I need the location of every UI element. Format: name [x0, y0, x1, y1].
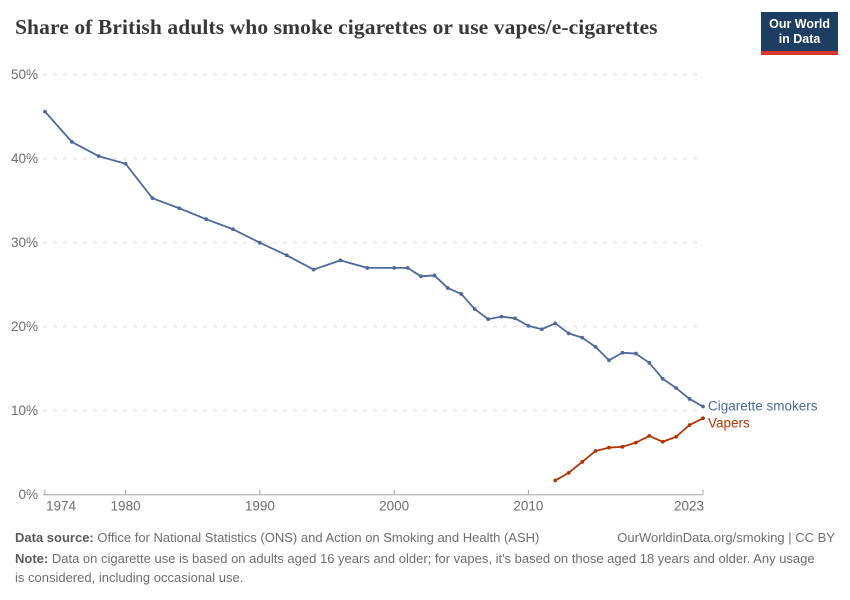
- series-point: [633, 440, 638, 445]
- y-axis-tick-label: 0%: [18, 487, 38, 502]
- series-point: [674, 386, 679, 390]
- series-point: [257, 240, 262, 245]
- footnote-label: Note:: [15, 551, 49, 566]
- series-point: [150, 196, 155, 201]
- series-point: [620, 350, 625, 355]
- series-point: [204, 217, 209, 222]
- y-axis-tick-label: 30%: [11, 235, 38, 250]
- x-axis-tick-label: 1980: [111, 499, 141, 514]
- x-axis-tick-label: 2000: [379, 499, 409, 514]
- series-point: [553, 478, 558, 483]
- series-point: [177, 206, 182, 211]
- series-point: [338, 258, 343, 263]
- series-point: [69, 140, 74, 144]
- line-chart: 0% 10% 20% 30% 40% 50% 1974 1980 1990 2000 2010 202…: [11, 67, 818, 514]
- series-point: [674, 434, 679, 439]
- series-point: [284, 253, 289, 258]
- data-source-label: Data source:: [15, 530, 94, 545]
- series-point: [607, 445, 611, 450]
- series-point: [580, 460, 585, 464]
- series-point: [365, 266, 370, 270]
- series-line-vapers: [554, 417, 704, 482]
- series-point: [660, 376, 665, 381]
- series-end-label-vapers: Vapers: [708, 416, 750, 431]
- series-point: [687, 423, 692, 427]
- x-axis-tick-label: 2010: [513, 499, 543, 514]
- data-source-text: Office for National Statistics (ONS) and…: [97, 530, 540, 545]
- footnote-text: Data on cigarette use is based on adults…: [15, 551, 815, 585]
- series-point: [687, 397, 692, 401]
- series-point: [580, 335, 585, 340]
- x-axis-tick-label: 1974: [46, 499, 77, 514]
- y-axis-tick-label: 10%: [11, 403, 38, 418]
- series-point: [311, 267, 316, 272]
- series-point: [647, 360, 652, 365]
- series-point: [660, 439, 665, 444]
- series-point: [499, 314, 504, 319]
- data-source: Data source: Office for National Statist…: [15, 530, 539, 545]
- series-point: [593, 449, 598, 453]
- series-line-cigarette-smokers: [44, 110, 704, 408]
- y-axis-tick-label: 50%: [11, 67, 38, 82]
- series-point: [96, 154, 101, 159]
- x-axis-tick-label: 2023: [674, 499, 704, 514]
- series-point: [607, 358, 611, 363]
- series-point: [392, 266, 397, 270]
- series-point: [432, 273, 437, 278]
- series-point: [459, 292, 464, 296]
- y-axis-tick-label: 40%: [11, 151, 38, 166]
- y-axis-tick-label: 20%: [11, 319, 38, 334]
- series-point: [526, 323, 531, 328]
- series-point: [123, 161, 128, 166]
- series-point: [566, 331, 571, 336]
- footnote: Note: Data on cigarette use is based on …: [15, 550, 823, 588]
- series-point: [472, 307, 477, 311]
- x-axis-tick-label: 1990: [245, 499, 275, 514]
- series-point: [647, 434, 652, 438]
- series-point: [405, 266, 410, 270]
- attribution-link[interactable]: OurWorldinData.org/smoking | CC BY: [617, 530, 835, 545]
- series-point: [486, 317, 491, 322]
- series-point: [593, 344, 598, 349]
- series-point: [701, 404, 705, 409]
- series-point: [513, 316, 517, 321]
- series-point: [43, 109, 47, 114]
- series-point: [633, 351, 638, 356]
- series-point: [231, 227, 235, 232]
- series-end-label-cigarette-smokers: Cigarette smokers: [708, 399, 818, 414]
- series-point: [445, 286, 450, 290]
- series-point: [701, 416, 705, 421]
- series-point: [566, 470, 571, 475]
- owid-logo-line2: in Data: [778, 32, 821, 46]
- series-point: [419, 274, 423, 279]
- page-title: Share of British adults who smoke cigare…: [15, 15, 658, 39]
- series-point: [620, 444, 625, 449]
- series-point: [553, 321, 558, 326]
- owid-logo: Our World in Data: [761, 12, 838, 55]
- owid-logo-line1: Our World: [769, 17, 830, 31]
- chart-footer: Data source: Office for National Statist…: [15, 530, 835, 588]
- series-point: [539, 327, 544, 332]
